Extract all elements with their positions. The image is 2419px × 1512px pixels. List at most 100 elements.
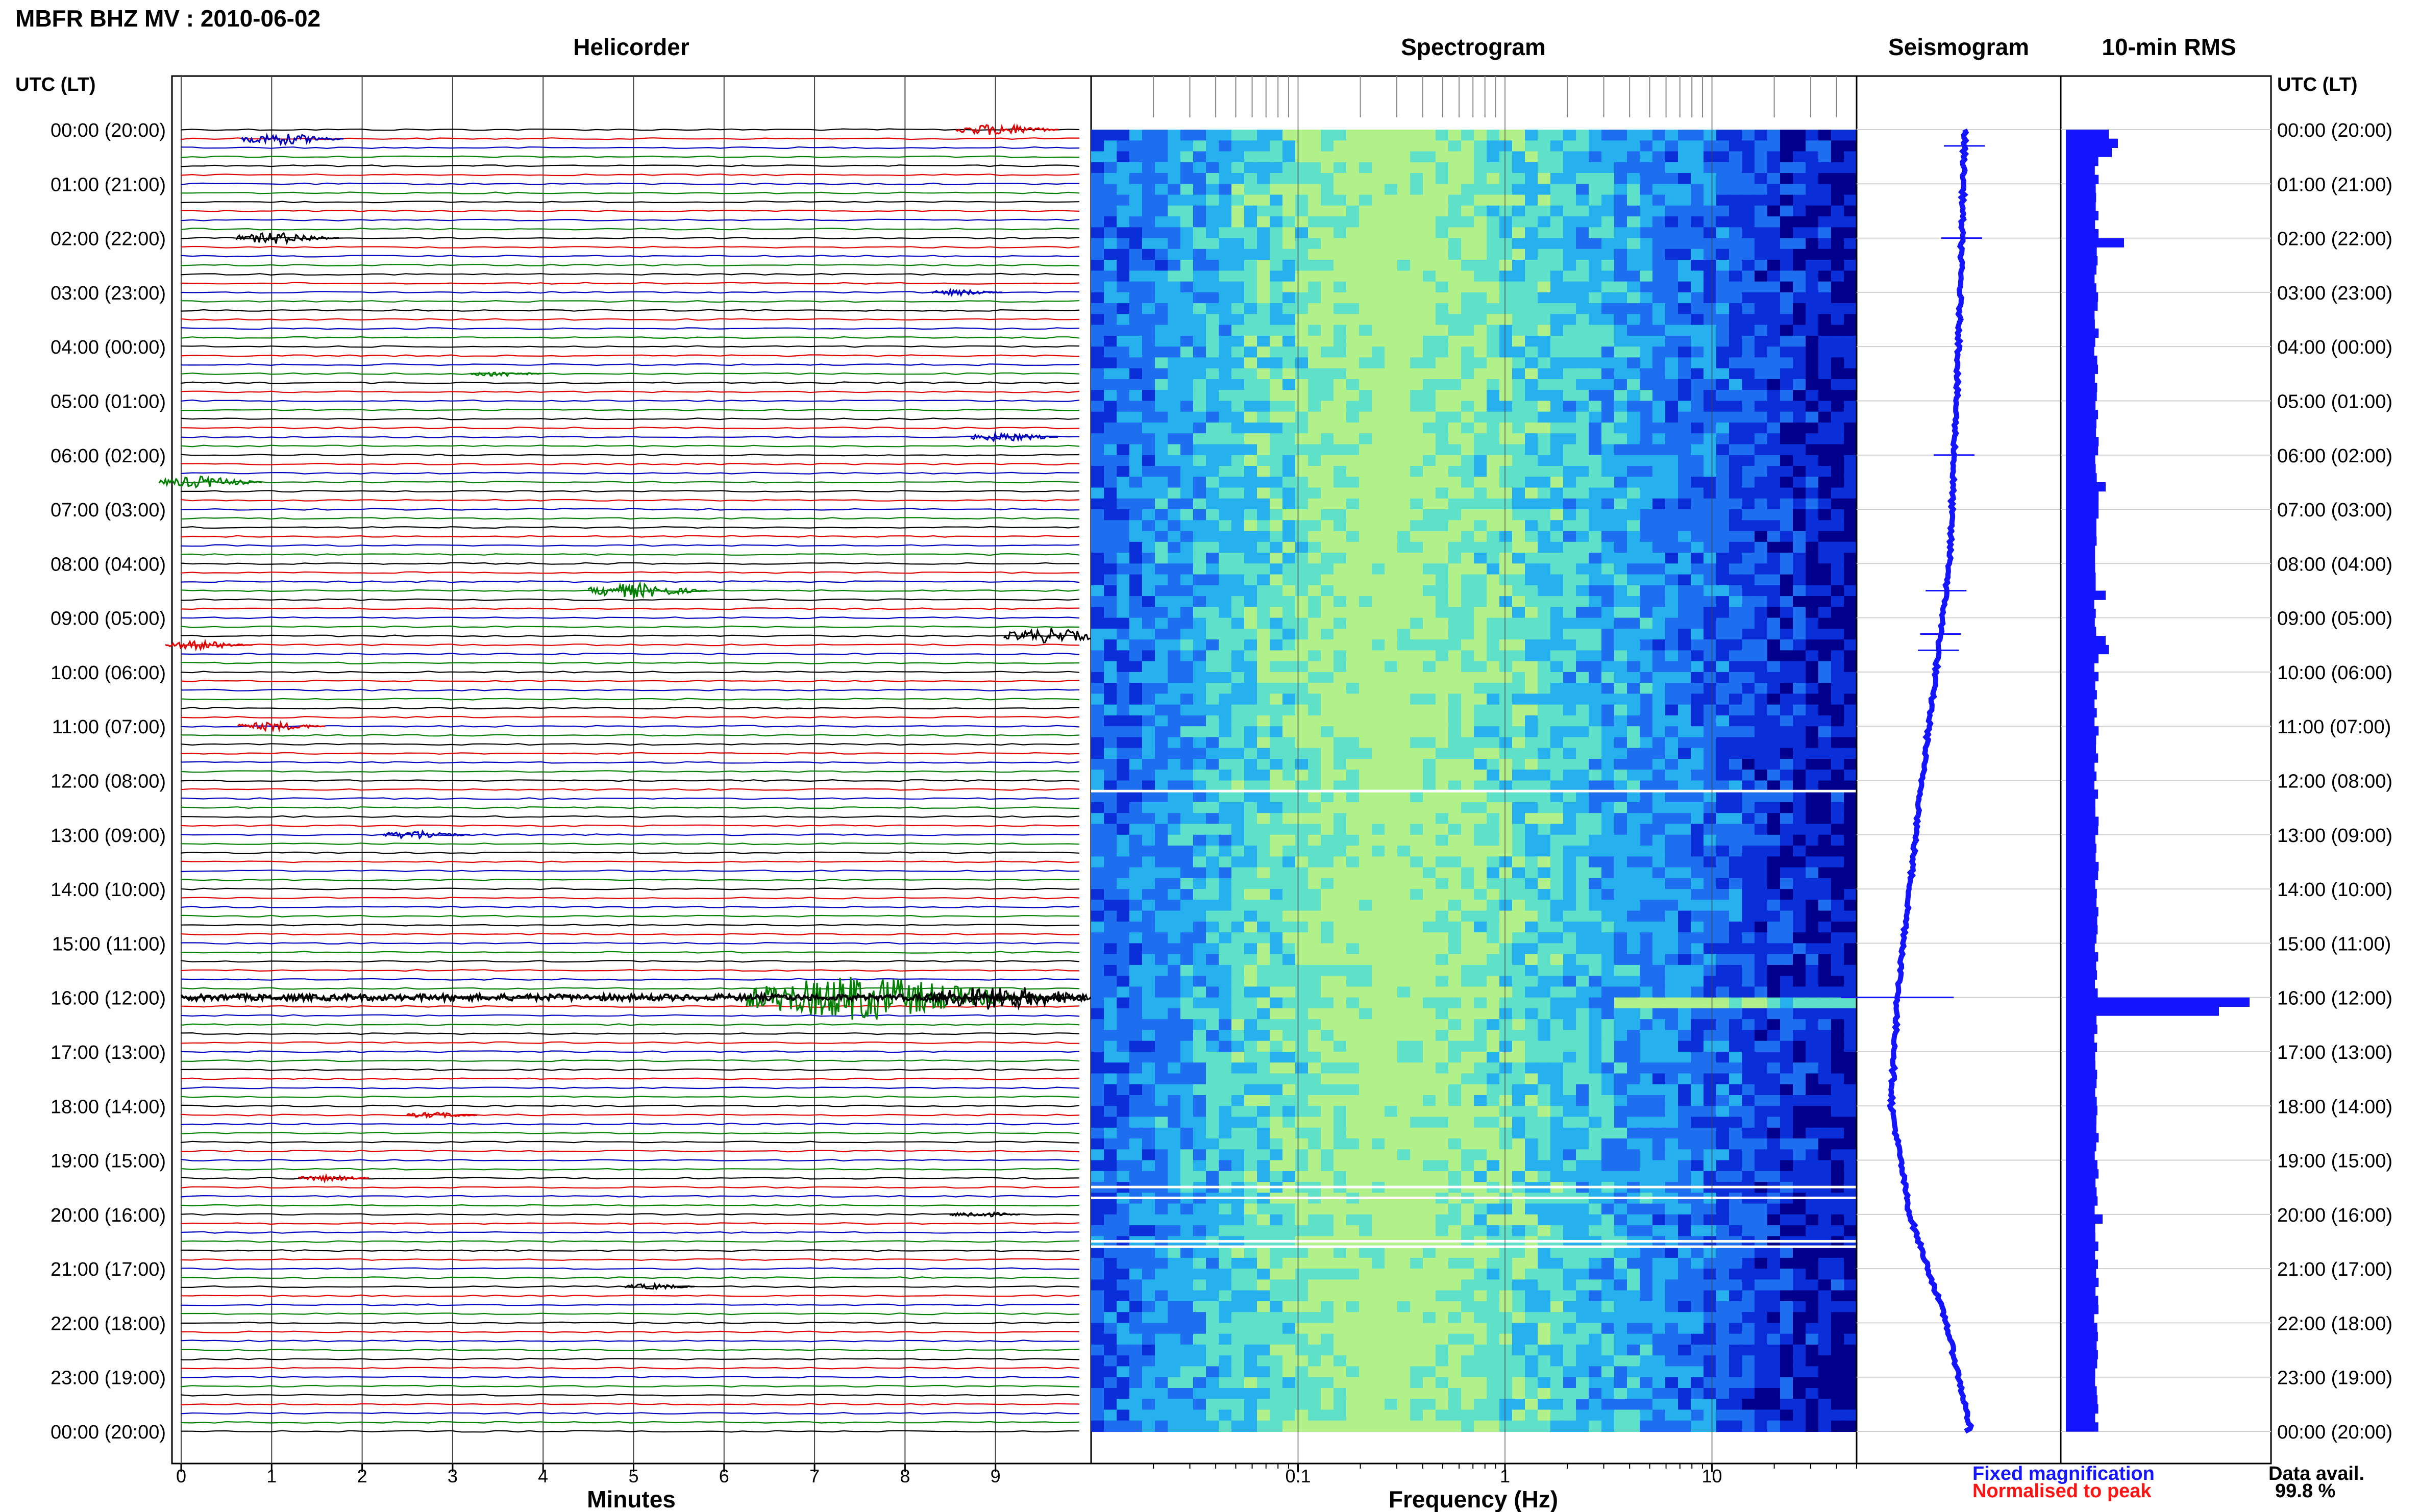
spectrogram-cell [1844, 921, 1857, 933]
spectrogram-cell [1206, 867, 1219, 879]
helicorder-trace-line [180, 164, 1080, 167]
spectrogram-cell [1346, 964, 1360, 977]
spectrogram-cell [1589, 954, 1602, 965]
spectrogram-cell [1652, 585, 1666, 597]
spectrogram-cell [1372, 726, 1385, 738]
spectrogram-cell [1652, 563, 1666, 575]
spectrogram-cell [1257, 455, 1270, 467]
spectrogram-cell [1525, 661, 1538, 673]
spectrogram-cell [1487, 824, 1500, 835]
spectrogram-cell [1219, 900, 1232, 911]
spectrogram-cell [1512, 824, 1525, 835]
spectrogram-cell [1282, 639, 1296, 651]
spectrogram-cell [1168, 921, 1181, 933]
spectrogram-cell [1397, 260, 1411, 271]
spectrogram-cell [1665, 976, 1679, 987]
spectrogram-cell [1219, 390, 1232, 402]
spectrogram-cell [1716, 303, 1730, 315]
time-label-right: 03:00 (23:00) [2277, 283, 2392, 304]
spectrogram-cell [1091, 932, 1104, 944]
spectrogram-cell [1806, 824, 1819, 835]
spectrogram-cell [1614, 194, 1627, 206]
spectrogram-cell [1142, 563, 1155, 575]
spectrogram-cell [1793, 303, 1806, 315]
spectrogram-cell [1780, 596, 1793, 608]
spectrogram-cell [1550, 477, 1564, 488]
spectrogram-cell [1512, 683, 1525, 695]
spectrogram-cell [1257, 715, 1270, 727]
spectrogram-cell [1525, 401, 1538, 412]
spectrogram-cell [1742, 607, 1755, 618]
spectrogram-cell [1589, 693, 1602, 705]
spectrogram-cell [1550, 574, 1564, 586]
spectrogram-cell [1652, 314, 1666, 326]
spectrogram-cell [1793, 639, 1806, 651]
spectrogram-cell [1538, 433, 1551, 445]
spectrogram-cell [1410, 260, 1423, 271]
spectrogram-cell [1334, 607, 1347, 618]
spectrogram-cell [1219, 856, 1232, 868]
spectrogram-cell [1550, 889, 1564, 901]
spectrogram-cell [1729, 596, 1742, 608]
spectrogram-cell [1525, 216, 1538, 228]
spectrogram-cell [1729, 401, 1742, 412]
spectrogram-cell [1716, 130, 1730, 141]
spectrogram-cell [1372, 270, 1385, 282]
spectrogram-cell [1091, 411, 1104, 423]
spectrogram-cell [1729, 607, 1742, 618]
spectrogram-cell [1844, 596, 1857, 608]
spectrogram-cell [1525, 889, 1538, 901]
spectrogram-cell [1831, 423, 1844, 434]
spectrogram-cell [1308, 216, 1321, 228]
spectrogram-cell [1397, 346, 1411, 358]
spectrogram-cell [1563, 834, 1576, 847]
spectrogram-cell [1142, 846, 1155, 857]
spectrogram-cell [1155, 932, 1168, 944]
spectrogram-cell [1282, 270, 1296, 282]
spectrogram-cell [1155, 173, 1168, 185]
spectrogram-cell [1168, 520, 1181, 532]
spectrogram-cell [1231, 390, 1245, 402]
spectrogram-cell [1168, 216, 1181, 228]
spectrogram-cell [1474, 639, 1487, 651]
spectrogram-cell [1474, 834, 1487, 847]
spectrogram-cell [1550, 932, 1564, 944]
spectrogram-cell [1806, 477, 1819, 488]
spectrogram-cell [1346, 357, 1360, 369]
spectrogram-cell [1091, 824, 1104, 835]
spectrogram-cell [1499, 270, 1513, 282]
spectrogram-cell [1640, 715, 1653, 727]
spectrogram-cell [1665, 325, 1679, 336]
spectrogram-cell [1436, 943, 1449, 955]
spectrogram-cell [1410, 563, 1423, 575]
spectrogram-cell [1563, 260, 1576, 271]
spectrogram-cell [1652, 401, 1666, 412]
spectrogram-cell [1704, 563, 1717, 575]
spectrogram-cell [1806, 596, 1819, 608]
spectrogram-cell [1142, 487, 1155, 499]
spectrogram-cell [1806, 205, 1819, 217]
spectrogram-cell [1831, 162, 1844, 174]
spectrogram-cell [1155, 683, 1168, 695]
spectrogram-cell [1512, 466, 1525, 478]
spectrogram-cell [1589, 628, 1602, 640]
spectrogram-cell [1589, 943, 1602, 955]
spectrogram-cell [1487, 596, 1500, 608]
spectrogram-cell [1818, 834, 1832, 847]
spectrogram-cell [1818, 824, 1832, 835]
spectrogram-cell [1410, 140, 1423, 152]
spectrogram-cell [1219, 368, 1232, 380]
spectrogram-cell [1665, 683, 1679, 695]
spectrogram-cell [1793, 292, 1806, 304]
spectrogram-cell [1231, 270, 1245, 282]
spectrogram-cell [1818, 216, 1832, 228]
spectrogram-cell [1780, 205, 1793, 217]
spectrogram-cell [1436, 639, 1449, 651]
spectrogram-cell [1704, 130, 1717, 141]
spectrogram-cell [1334, 824, 1347, 835]
spectrogram-cell [1423, 607, 1436, 618]
spectrogram-cell [1231, 910, 1245, 922]
helicorder-trace-line [180, 842, 1080, 846]
spectrogram-cell [1550, 802, 1564, 814]
helicorder-trace-line [180, 815, 1080, 818]
